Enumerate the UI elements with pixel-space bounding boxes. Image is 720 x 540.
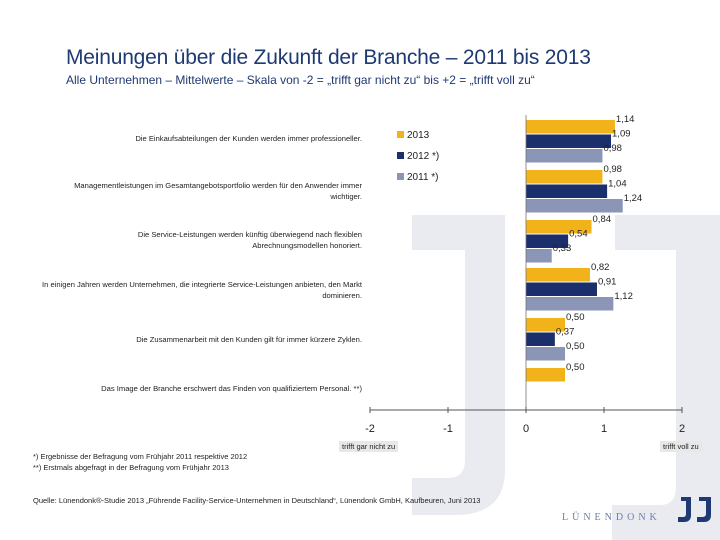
value-label: 1,14 [616,114,635,125]
source-note: Quelle: Lünendonk®-Studie 2013 „Führende… [33,496,481,505]
x-tick-label: 0 [523,423,529,435]
category-label: Die Service-Leistungen werden künftig üb… [137,230,362,250]
legend-swatch [397,131,404,138]
lj-logo-icon [678,497,711,522]
bar-2012-2 [526,184,608,198]
legend-label: 2013 [407,130,430,141]
bar-2013-2 [526,170,603,184]
value-label: 0,82 [591,262,610,273]
bar-2012-3 [526,234,569,248]
chart-subtitle: Alle Unternehmen – Mittelwerte – Skala v… [66,73,535,87]
footnote-1: *) Ergebnisse der Befragung vom Frühjahr… [33,452,248,461]
value-label: 0,50 [566,341,585,352]
bar-2011-2 [526,199,623,213]
x-tick-label: -2 [365,423,375,435]
x-tick-label: 2 [679,423,685,435]
bar-2012-4 [526,282,597,296]
value-label: 0,54 [569,229,588,240]
value-label: 0,91 [598,277,617,288]
value-label: 0,37 [556,327,575,338]
category-label: In einigen Jahren werden Unternehmen, di… [42,280,362,300]
value-label: 0,98 [603,164,622,175]
value-label: 0,98 [603,143,622,154]
bar-2012-1 [526,134,612,148]
chart-title: Meinungen über die Zukunft der Branche –… [66,46,591,69]
bar-2011-3 [526,249,552,263]
bar-2013-3 [526,220,592,234]
category-label: Die Einkaufsabteilungen der Kunden werde… [135,134,362,143]
value-label: 0,50 [566,312,585,323]
category-label: Managementleistungen im Gesamtangebotspo… [74,181,362,201]
legend-swatch [397,173,404,180]
bar-2013-1 [526,120,615,134]
axis-end-label-right: trifft voll zu [660,441,702,452]
company-logo-text: LÜNENDONK [562,512,661,523]
axis-end-label-left: trifft gar nicht zu [339,441,399,452]
x-tick-label: -1 [443,423,453,435]
bar-2013-4 [526,268,590,282]
value-label: 0,33 [553,243,572,254]
value-label: 1,24 [624,193,643,204]
value-label: 1,04 [608,179,627,190]
value-label: 0,50 [566,362,585,373]
legend-label: 2012 *) [407,151,439,162]
value-label: 0,84 [593,214,612,225]
x-tick-label: 1 [601,423,607,435]
bar-2013-6 [526,368,565,382]
bar-2011-4 [526,297,614,311]
value-label: 1,09 [612,129,631,140]
value-label: 1,12 [614,291,633,302]
legend-swatch [397,152,404,159]
category-label: Das Image der Branche erschwert das Find… [101,384,362,393]
bar-2011-1 [526,149,603,163]
bar-2013-5 [526,318,565,332]
category-label: Die Zusammenarbeit mit den Kunden gilt f… [136,335,362,344]
bar-2011-5 [526,347,565,361]
footnote-2: **) Erstmals abgefragt in der Befragung … [33,463,229,472]
bar-2012-5 [526,332,555,346]
legend-label: 2011 *) [407,172,439,183]
